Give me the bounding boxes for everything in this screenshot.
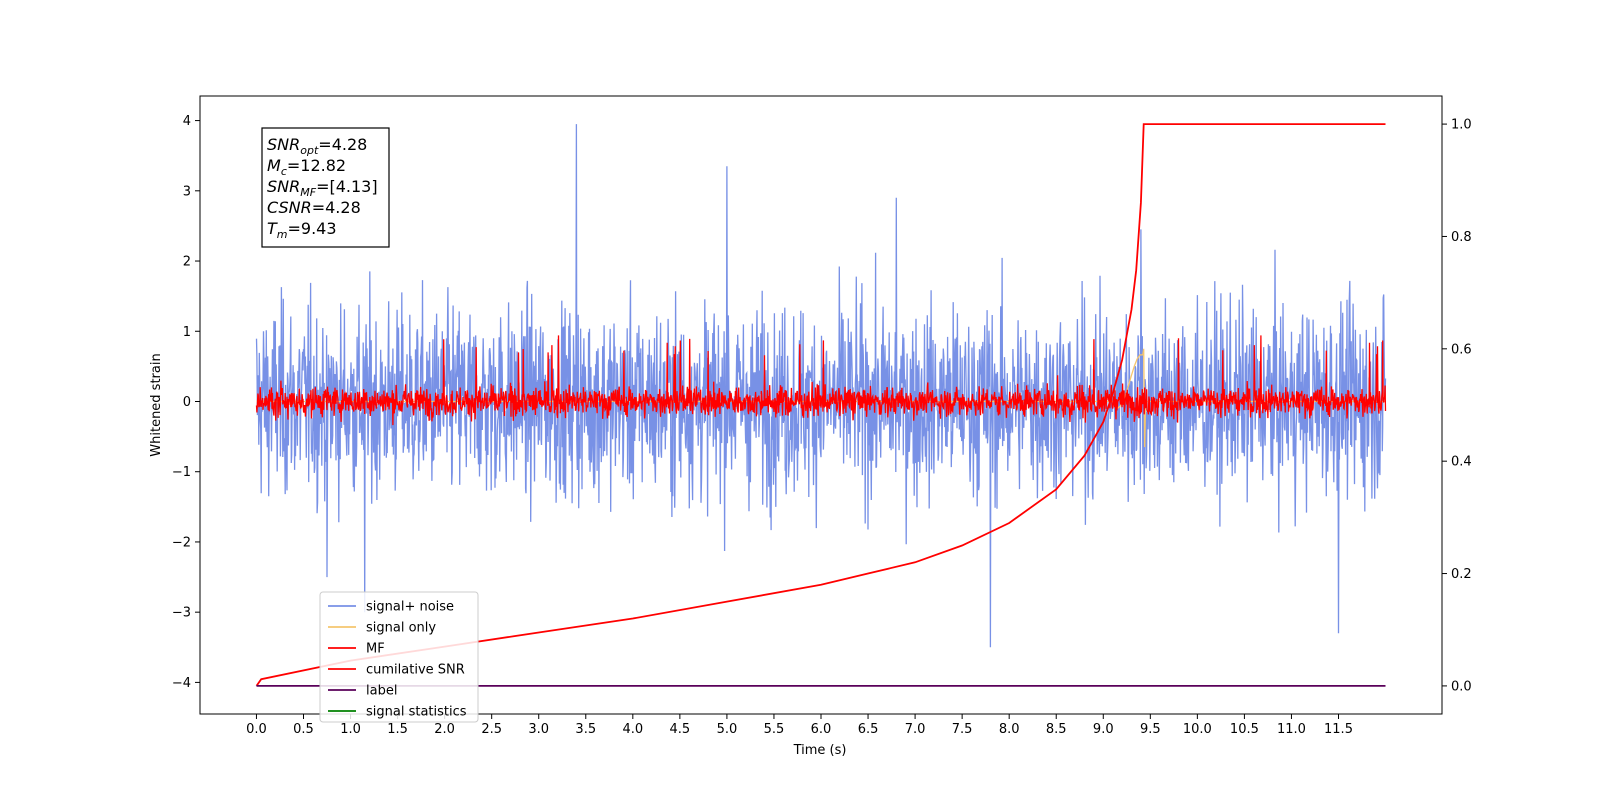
y-axis-left: −4 −3 −2 −1 0 1 2 3 4 <box>172 114 200 691</box>
y-right-tick-label: 0.4 <box>1451 455 1472 470</box>
x-tick-label: 11.5 <box>1324 722 1353 737</box>
info-line: SNRopt=4.28 <box>267 135 367 157</box>
legend-label: signal+ noise <box>366 600 454 615</box>
y-right-tick-label: 0.2 <box>1451 567 1472 582</box>
x-tick-label: 7.5 <box>952 722 973 737</box>
x-axis: 0.0 0.5 1.0 1.5 2.0 2.5 3.0 3.5 4.0 4.5 5.0 5.5 6.0 6… <box>246 714 1353 737</box>
x-tick-label: 9.0 <box>1093 722 1114 737</box>
y-tick-label: 0 <box>183 395 191 410</box>
legend-entries: signal+ noise signal only MF cumilative SNR… <box>328 600 467 720</box>
series-cumulative-snr <box>255 123 1386 687</box>
x-tick-label: 2.5 <box>481 722 502 737</box>
y-right-tick-label: 0.0 <box>1451 679 1472 694</box>
legend-label: MF <box>366 642 385 657</box>
x-tick-label: 1.0 <box>340 722 361 737</box>
legend-label: label <box>366 684 397 699</box>
y-tick-label: −1 <box>172 465 191 480</box>
x-tick-label: 7.0 <box>905 722 926 737</box>
info-box-lines: SNRopt=4.28Mc=12.82SNRMF=[4.13]CSNR=4.28… <box>267 135 378 241</box>
y-tick-label: −2 <box>172 535 191 550</box>
y-tick-label: 3 <box>183 184 191 199</box>
y-right-tick-label: 0.6 <box>1451 342 1472 357</box>
y-axis-label: Whitened strain <box>149 353 164 456</box>
legend-frame <box>319 591 479 723</box>
x-tick-label: 8.5 <box>1046 722 1067 737</box>
x-tick-label: 10.5 <box>1230 722 1259 737</box>
x-tick-label: 3.5 <box>575 722 596 737</box>
x-tick-label: 0.5 <box>293 722 314 737</box>
x-tick-label: 6.5 <box>858 722 879 737</box>
info-box-frame <box>261 127 390 248</box>
x-tick-label: 1.5 <box>387 722 408 737</box>
legend-label: cumilative SNR <box>366 663 465 678</box>
x-tick-label: 10.0 <box>1183 722 1212 737</box>
info-line: Mc=12.82 <box>267 156 346 178</box>
plot-area <box>255 123 1387 687</box>
x-tick-label: 4.0 <box>622 722 643 737</box>
x-tick-label: 11.0 <box>1277 722 1306 737</box>
x-axis-label: Time (s) <box>793 743 847 758</box>
y-tick-label: −3 <box>172 606 191 621</box>
x-tick-label: 9.5 <box>1140 722 1161 737</box>
info-line: SNRMF=[4.13] <box>267 177 378 199</box>
x-tick-label: 6.0 <box>811 722 832 737</box>
x-tick-label: 4.5 <box>670 722 691 737</box>
x-tick-label: 3.0 <box>528 722 549 737</box>
y-tick-label: 1 <box>183 325 191 340</box>
x-tick-label: 0.0 <box>246 722 267 737</box>
x-tick-label: 5.0 <box>717 722 738 737</box>
series-mf <box>255 335 1387 426</box>
y-axis-right: 0.0 0.2 0.4 0.6 0.8 1.0 <box>1442 118 1472 694</box>
info-line: Tm=9.43 <box>267 219 337 241</box>
legend-label: signal statistics <box>366 705 467 720</box>
y-tick-label: −4 <box>172 676 191 691</box>
info-line: CSNR=4.28 <box>267 198 361 217</box>
y-tick-label: 4 <box>183 114 191 129</box>
x-tick-label: 8.0 <box>999 722 1020 737</box>
legend: signal+ noise signal only MF cumilative SNR… <box>319 591 479 723</box>
x-tick-label: 2.0 <box>434 722 455 737</box>
y-right-tick-label: 0.8 <box>1451 230 1472 245</box>
y-right-tick-label: 1.0 <box>1451 118 1472 133</box>
x-tick-label: 5.5 <box>764 722 785 737</box>
y-tick-label: 2 <box>183 255 191 270</box>
info-box: SNRopt=4.28Mc=12.82SNRMF=[4.13]CSNR=4.28… <box>261 127 390 248</box>
legend-label: signal only <box>366 621 436 636</box>
